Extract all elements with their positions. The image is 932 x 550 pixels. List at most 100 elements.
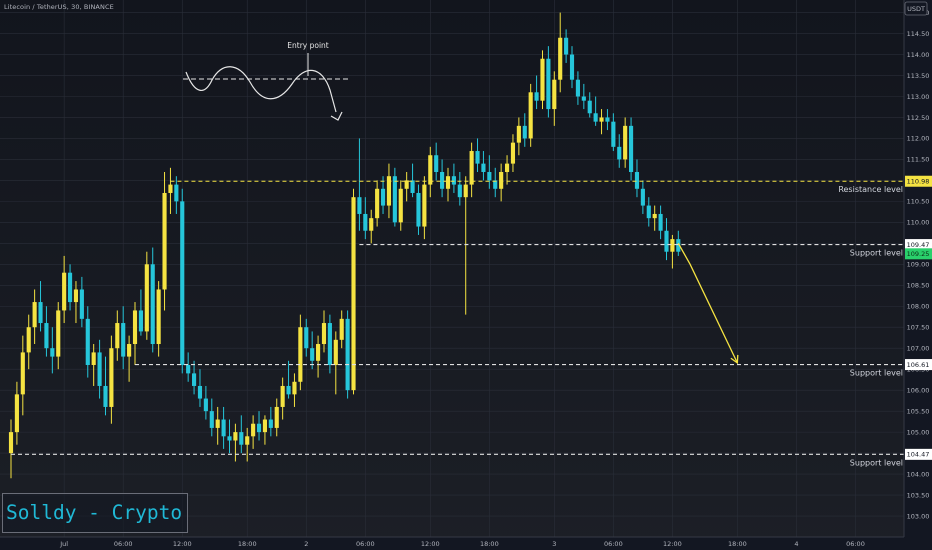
candle (369, 209, 374, 244)
price-tick-label: 114.50 (907, 30, 930, 38)
price-tick-label: 110.50 (907, 198, 930, 206)
candle-body (174, 184, 179, 202)
candle-body (593, 113, 598, 122)
price-tick-label: 113.50 (907, 72, 930, 80)
candle-body (469, 151, 474, 185)
candle (233, 423, 238, 462)
candle-body (20, 352, 25, 395)
candle (392, 167, 397, 227)
candle (180, 188, 185, 374)
price-tick-label: 113.00 (907, 93, 930, 101)
candle (428, 146, 433, 198)
candle (316, 335, 321, 378)
candle (97, 339, 102, 399)
candle (634, 159, 640, 198)
candle (422, 176, 427, 240)
price-tick-label: 110.00 (907, 219, 930, 227)
candle (62, 255, 67, 324)
candle (569, 46, 575, 89)
candle (363, 197, 368, 240)
candle (109, 335, 114, 424)
currency-badge: USDT (907, 5, 925, 13)
candle-body (493, 180, 498, 189)
candle-body (115, 323, 120, 349)
price-tick-label: 108.50 (907, 282, 930, 290)
candle (150, 247, 155, 353)
candle-body (416, 192, 421, 227)
level-price-badge (905, 175, 932, 187)
candle-body (623, 125, 628, 160)
candle-body (528, 92, 533, 139)
candle-body (197, 385, 203, 399)
candle-body (475, 151, 480, 164)
candle (440, 159, 445, 198)
candle-body (664, 230, 669, 252)
candle-body (463, 184, 468, 198)
candle (658, 205, 663, 240)
candle (623, 117, 628, 168)
candle (215, 406, 220, 445)
candle-body (504, 163, 510, 173)
candle (26, 314, 31, 370)
candle (357, 138, 362, 231)
candle-body (62, 272, 67, 311)
candle (44, 306, 49, 357)
candles (8, 12, 681, 479)
candle-body (8, 432, 14, 454)
candle (587, 92, 592, 118)
candle-body (575, 79, 580, 97)
candle-body (333, 339, 338, 365)
candle (91, 344, 96, 386)
candle (475, 138, 480, 173)
candle (546, 46, 551, 118)
candle (227, 419, 232, 454)
candle-body (144, 264, 149, 332)
candle-body (540, 58, 545, 101)
candle-body (298, 327, 303, 382)
candle (445, 167, 451, 202)
level-label: Support level (850, 369, 903, 378)
candle (339, 310, 344, 349)
candle-body (404, 180, 409, 189)
candle (670, 234, 675, 269)
candle (192, 360, 197, 395)
candle-body (262, 419, 267, 433)
candle-body (410, 180, 415, 193)
candle (286, 360, 291, 399)
candle-body (569, 54, 575, 80)
candle-body (398, 188, 403, 223)
candle-body (91, 352, 96, 365)
projection-arrowhead (730, 354, 739, 365)
candle-body (221, 419, 226, 437)
candle (8, 419, 14, 479)
candle (404, 172, 409, 202)
candle-body (581, 96, 586, 101)
candle-body (233, 432, 238, 441)
candle-body (522, 125, 527, 139)
candle (351, 188, 356, 395)
candle-body (274, 406, 279, 428)
price-tick-label: 114.00 (907, 51, 930, 59)
candle-body (617, 146, 622, 160)
candle (652, 205, 657, 231)
candle (73, 281, 79, 324)
candle-body (510, 142, 516, 164)
candle (416, 184, 421, 235)
grid-lines (0, 0, 904, 537)
candle (493, 167, 498, 198)
level-label: Support level (850, 458, 903, 467)
candle-body (251, 423, 256, 437)
candle (510, 134, 516, 173)
candle (375, 180, 380, 227)
candle (457, 172, 462, 206)
candle (268, 406, 273, 437)
candle-body (357, 197, 362, 214)
level-price-badge-text: 106.61 (907, 361, 930, 369)
entry-curve (185, 66, 337, 113)
candle-body (109, 348, 114, 407)
time-tick-label: 06:00 (114, 540, 133, 548)
level-label: Support level (850, 249, 903, 258)
candle-body (56, 310, 61, 357)
